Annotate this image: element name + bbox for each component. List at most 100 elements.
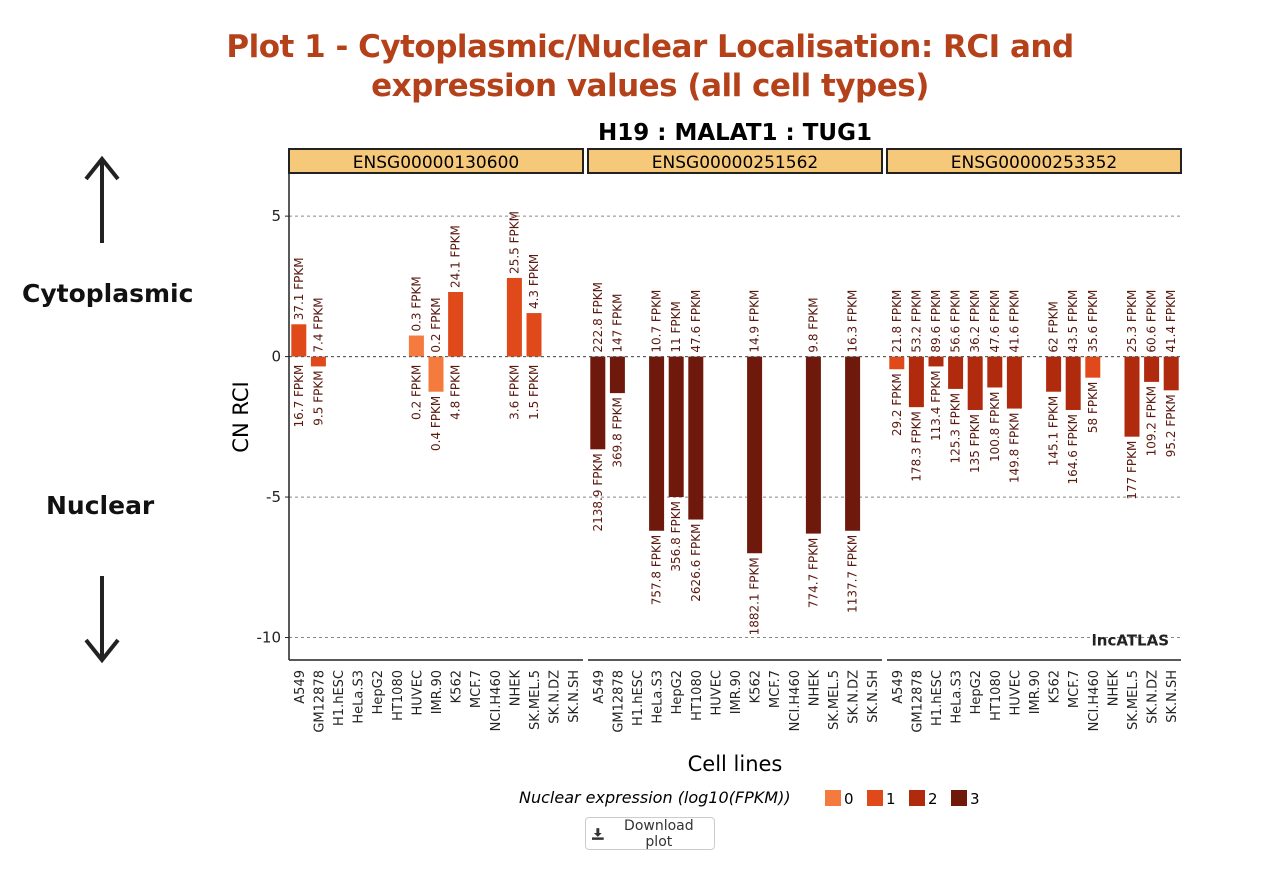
nuc-expression-label: 774.7 FPKM <box>806 538 820 609</box>
cyto-expression-label: 60.6 FPKM <box>1145 290 1159 353</box>
x-tick-label: GM12878 <box>611 670 626 733</box>
x-tick-label: H1.hESC <box>930 670 945 726</box>
nuc-expression-label: 109.2 FPKM <box>1145 386 1159 457</box>
bar <box>1085 356 1101 378</box>
x-tick-label: NCI.H460 <box>1087 670 1102 731</box>
download-plot-button[interactable]: Download plot <box>585 817 715 850</box>
bar <box>291 324 307 357</box>
x-tick-label: HUVEC <box>709 670 724 715</box>
bar <box>448 291 464 357</box>
nuc-expression-label: 113.4 FPKM <box>929 370 943 441</box>
nuc-expression-label: 369.8 FPKM <box>610 397 624 468</box>
x-tick-label: SK.N.SH <box>1165 670 1180 723</box>
cyto-expression-label: 47.6 FPKM <box>988 290 1002 353</box>
bar <box>1144 356 1160 382</box>
cytoplasmic-label: Cytoplasmic <box>22 279 194 308</box>
nuc-expression-label: 29.2 FPKM <box>890 373 904 436</box>
nuc-expression-label: 58 FPKM <box>1086 382 1100 433</box>
x-tick-label: SK.MEL.5 <box>827 670 842 730</box>
x-tick-label: GM12878 <box>910 670 925 733</box>
nuc-expression-label: 135 FPKM <box>968 414 982 473</box>
legend-swatch <box>909 790 925 806</box>
arrow-down-icon <box>84 576 120 664</box>
cyto-expression-label: 62 FPKM <box>1047 301 1061 352</box>
bar <box>526 313 542 357</box>
bar <box>948 356 964 389</box>
cyto-expression-label: 89.6 FPKM <box>929 290 943 353</box>
x-tick-label: A549 <box>592 670 607 704</box>
cyto-expression-label: 41.6 FPKM <box>1007 290 1021 353</box>
x-tick-label: MCF.7 <box>469 670 484 708</box>
facet-label: ENSG00000253352 <box>951 153 1117 173</box>
bar <box>1006 356 1022 409</box>
bar <box>506 277 522 357</box>
bar <box>1065 356 1081 410</box>
x-tick-label: SK.MEL.5 <box>1126 670 1141 730</box>
x-tick-label: K562 <box>1048 670 1063 703</box>
bar <box>609 356 625 394</box>
nuc-expression-label: 356.8 FPKM <box>669 501 683 572</box>
bar <box>428 356 444 392</box>
nuc-expression-label: 757.8 FPKM <box>650 535 664 606</box>
bar <box>967 356 983 410</box>
nuc-expression-label: 16.7 FPKM <box>292 365 306 428</box>
facet-label: ENSG00000251562 <box>652 153 818 173</box>
nuc-expression-label: 2626.6 FPKM <box>689 524 703 602</box>
cyto-expression-label: 37.1 FPKM <box>292 257 306 320</box>
legend-title: Nuclear expression (log10(FPKM)) <box>519 788 791 807</box>
bar <box>1046 356 1062 392</box>
nuc-expression-label: 149.8 FPKM <box>1007 413 1021 484</box>
facet-label: ENSG00000130600 <box>353 153 519 173</box>
nuc-expression-label: 3.6 FPKM <box>507 365 521 420</box>
cyto-expression-label: 47.6 FPKM <box>689 290 703 353</box>
legend-swatch <box>867 790 883 806</box>
x-tick-label: SK.MEL.5 <box>528 670 543 730</box>
bar <box>408 335 424 357</box>
nuc-expression-label: 4.8 FPKM <box>449 365 463 420</box>
bar <box>688 356 704 520</box>
page-title: Plot 1 - Cytoplasmic/Nuclear Localisatio… <box>150 28 1150 106</box>
x-tick-label: HeLa.S3 <box>352 670 367 724</box>
bar <box>845 356 861 531</box>
x-tick-label: A549 <box>293 670 308 704</box>
x-tick-label: IMR.90 <box>1028 670 1043 714</box>
cyto-expression-label: 56.6 FPKM <box>949 290 963 353</box>
x-axis-title: Cell lines <box>688 752 783 776</box>
x-tick-label: HeLa.S3 <box>651 670 666 724</box>
legend-swatch <box>951 790 967 806</box>
nuc-expression-label: 9.5 FPKM <box>311 370 325 425</box>
y-tick-label: -10 <box>257 629 282 647</box>
page-title-line-2: expression values (all cell types) <box>371 68 929 104</box>
nuc-expression-label: 1137.7 FPKM <box>846 535 860 613</box>
bar <box>1163 356 1179 391</box>
legend-swatch <box>825 790 841 806</box>
nuc-expression-label: 2138.9 FPKM <box>591 453 605 531</box>
x-tick-label: SK.N.DZ <box>847 670 862 724</box>
x-tick-label: MCF.7 <box>768 670 783 708</box>
x-tick-label: IMR.90 <box>729 670 744 714</box>
x-tick-label: HUVEC <box>410 670 425 715</box>
x-tick-label: SK.N.DZ <box>548 670 563 724</box>
nuc-expression-label: 145.1 FPKM <box>1047 396 1061 467</box>
cyto-expression-label: 43.5 FPKM <box>1066 290 1080 353</box>
cyto-expression-label: 35.6 FPKM <box>1086 290 1100 353</box>
bar <box>987 356 1003 388</box>
bar <box>310 356 326 367</box>
facet-strip <box>886 148 1182 174</box>
bar <box>889 356 905 370</box>
nuc-expression-label: 164.6 FPKM <box>1066 414 1080 485</box>
x-tick-label: NHEK <box>807 670 822 707</box>
cyto-expression-label: 0.3 FPKM <box>409 276 423 331</box>
download-label: Download plot <box>624 817 694 850</box>
chart-title: H19 : MALAT1 : TUG1 <box>598 120 872 146</box>
legend-label: 2 <box>928 790 938 808</box>
cyto-expression-label: 53.2 FPKM <box>909 290 923 353</box>
cyto-expression-label: 24.1 FPKM <box>449 225 463 288</box>
bar <box>668 356 684 498</box>
y-tick-label: -5 <box>266 488 281 506</box>
nuc-expression-label: 177 FPKM <box>1125 441 1139 500</box>
facet-strip <box>587 148 883 174</box>
cyto-expression-label: 25.5 FPKM <box>507 211 521 274</box>
download-icon <box>592 827 604 840</box>
arrow-up-icon <box>84 155 120 243</box>
